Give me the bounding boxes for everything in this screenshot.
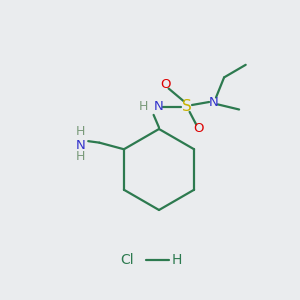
- Text: H: H: [76, 125, 85, 138]
- Text: O: O: [194, 122, 204, 135]
- Text: N: N: [209, 95, 218, 109]
- Text: Cl: Cl: [121, 253, 134, 266]
- Text: N: N: [154, 100, 164, 113]
- Text: H: H: [172, 253, 182, 266]
- Text: O: O: [160, 78, 171, 92]
- Text: S: S: [182, 99, 191, 114]
- Text: H: H: [138, 100, 148, 113]
- Text: H: H: [76, 150, 85, 163]
- Text: N: N: [76, 139, 85, 152]
